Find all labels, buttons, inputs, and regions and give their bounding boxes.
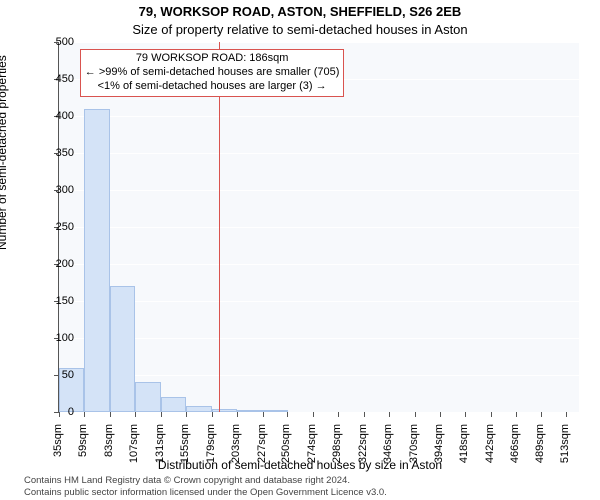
ytick-label: 0: [34, 406, 74, 418]
xtick-label: 59sqm: [77, 424, 89, 472]
histogram-bar: [186, 406, 211, 412]
xtick-mark: [440, 412, 441, 417]
ytick-label: 150: [34, 295, 74, 307]
xtick-label: 227sqm: [256, 424, 268, 472]
xtick-label: 513sqm: [559, 424, 571, 472]
page-title-line1: 79, WORKSOP ROAD, ASTON, SHEFFIELD, S26 …: [0, 4, 600, 19]
ytick-label: 200: [34, 258, 74, 270]
histogram-bar: [212, 409, 237, 412]
gridline: [59, 42, 579, 43]
xtick-label: 131sqm: [154, 424, 166, 472]
footer-line1: Contains HM Land Registry data © Crown c…: [24, 475, 584, 486]
histogram-bar: [263, 410, 288, 412]
xtick-label: 250sqm: [280, 424, 292, 472]
xtick-label: 466sqm: [509, 424, 521, 472]
xtick-mark: [465, 412, 466, 417]
xtick-label: 418sqm: [458, 424, 470, 472]
xtick-mark: [186, 412, 187, 417]
xtick-label: 322sqm: [357, 424, 369, 472]
xtick-mark: [263, 412, 264, 417]
xtick-label: 346sqm: [382, 424, 394, 472]
gridline: [59, 412, 579, 413]
y-axis-label: Number of semi-detached properties: [0, 55, 9, 250]
ytick-label: 100: [34, 332, 74, 344]
gridline: [59, 301, 579, 302]
xtick-label: 107sqm: [128, 424, 140, 472]
xtick-mark: [516, 412, 517, 417]
histogram-bar: [110, 286, 135, 412]
plot-area: 79 WORKSOP ROAD: 186sqm← >99% of semi-de…: [58, 42, 579, 413]
ytick-label: 400: [34, 110, 74, 122]
gridline: [59, 264, 579, 265]
marker-line: [219, 42, 220, 412]
xtick-label: 394sqm: [433, 424, 445, 472]
page-title-line2: Size of property relative to semi-detach…: [0, 22, 600, 37]
xtick-label: 370sqm: [408, 424, 420, 472]
xtick-mark: [135, 412, 136, 417]
xtick-label: 155sqm: [179, 424, 191, 472]
xtick-label: 298sqm: [331, 424, 343, 472]
xtick-mark: [415, 412, 416, 417]
xtick-label: 274sqm: [306, 424, 318, 472]
gridline: [59, 153, 579, 154]
xtick-mark: [389, 412, 390, 417]
chart-container: 79, WORKSOP ROAD, ASTON, SHEFFIELD, S26 …: [0, 0, 600, 500]
histogram-bar: [237, 410, 262, 412]
xtick-label: 203sqm: [230, 424, 242, 472]
histogram-bar: [135, 382, 160, 412]
ytick-label: 250: [34, 221, 74, 233]
xtick-mark: [84, 412, 85, 417]
histogram-bar: [161, 397, 186, 412]
xtick-mark: [237, 412, 238, 417]
xtick-mark: [313, 412, 314, 417]
xtick-mark: [491, 412, 492, 417]
xtick-mark: [212, 412, 213, 417]
ytick-label: 350: [34, 147, 74, 159]
gridline: [59, 116, 579, 117]
annotation-box: 79 WORKSOP ROAD: 186sqm← >99% of semi-de…: [80, 49, 345, 96]
xtick-mark: [364, 412, 365, 417]
xtick-label: 489sqm: [534, 424, 546, 472]
annotation-line2: ← >99% of semi-detached houses are small…: [85, 66, 340, 80]
xtick-label: 35sqm: [52, 424, 64, 472]
footer-attribution: Contains HM Land Registry data © Crown c…: [24, 475, 584, 498]
annotation-line3: <1% of semi-detached houses are larger (…: [85, 80, 340, 94]
ytick-label: 50: [34, 369, 74, 381]
gridline: [59, 375, 579, 376]
xtick-mark: [161, 412, 162, 417]
annotation-line1: 79 WORKSOP ROAD: 186sqm: [85, 52, 340, 66]
gridline: [59, 227, 579, 228]
xtick-mark: [287, 412, 288, 417]
ytick-label: 450: [34, 73, 74, 85]
footer-line2: Contains public sector information licen…: [24, 487, 584, 498]
gridline: [59, 338, 579, 339]
xtick-label: 442sqm: [484, 424, 496, 472]
xtick-mark: [541, 412, 542, 417]
gridline: [59, 190, 579, 191]
ytick-label: 300: [34, 184, 74, 196]
ytick-label: 500: [34, 36, 74, 48]
histogram-bar: [84, 109, 109, 412]
xtick-mark: [338, 412, 339, 417]
xtick-label: 83sqm: [103, 424, 115, 472]
xtick-mark: [110, 412, 111, 417]
xtick-label: 179sqm: [205, 424, 217, 472]
xtick-mark: [566, 412, 567, 417]
